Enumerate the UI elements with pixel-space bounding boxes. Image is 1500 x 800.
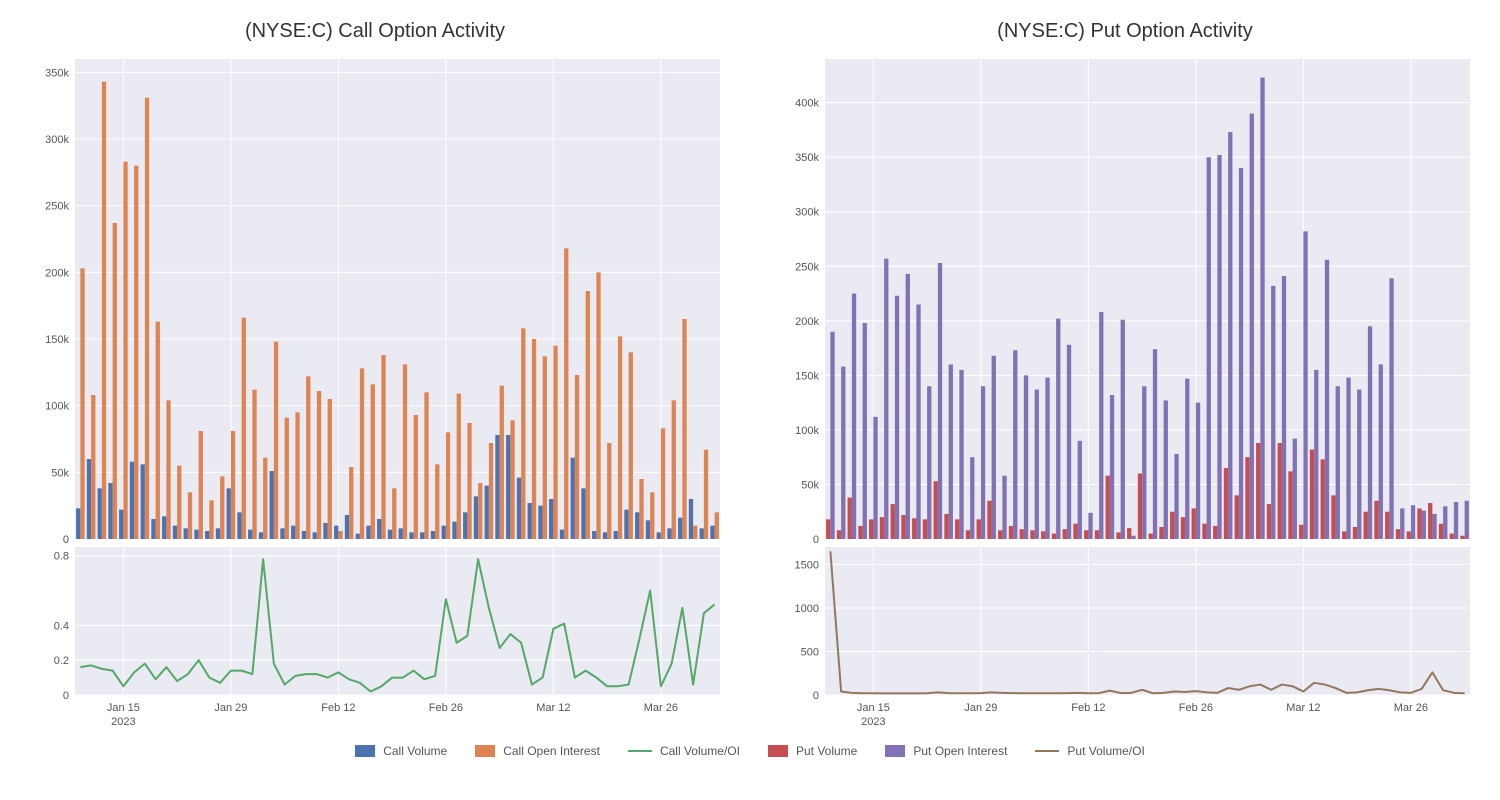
ytick-label: 150k	[795, 370, 819, 382]
xtick-label: Mar 26	[644, 702, 678, 714]
ytick-label: 100k	[45, 401, 69, 413]
ytick-label: 500	[801, 646, 819, 658]
ytick-label: 300k	[45, 134, 69, 146]
legend-line-icon	[1035, 750, 1059, 752]
xtick-label: Mar 26	[1394, 702, 1428, 714]
legend-item: Put Volume	[768, 744, 857, 758]
ytick-label: 250k	[45, 201, 69, 213]
legend-label: Put Volume	[796, 744, 857, 758]
xtick-label: Jan 15	[107, 702, 140, 714]
legend-item: Call Open Interest	[475, 744, 600, 758]
legend-line-icon	[628, 750, 652, 752]
ytick-label: 400k	[795, 98, 819, 110]
ytick-label: 200k	[795, 316, 819, 328]
left-panel-title: (NYSE:C) Call Option Activity	[20, 20, 730, 43]
left-plot-wrap: 0 50k 100k 150k 200k 250k 300k 350k 0 0.2 0.4 0.8 Ja…	[20, 51, 730, 736]
ytick-label: 0	[813, 534, 819, 546]
legend: Call Volume Call Open Interest Call Volume…	[20, 744, 1480, 758]
right-chart-svg: 0 50k 100k 150k 200k 250k 300k 350k 400k 0 500 1000…	[770, 51, 1480, 731]
legend-label: Call Open Interest	[503, 744, 600, 758]
page: (NYSE:C) Call Option Activity 0 50k 100k 15…	[0, 0, 1500, 800]
legend-swatch-icon	[475, 745, 495, 757]
legend-swatch-icon	[885, 745, 905, 757]
xtick-label: Mar 12	[536, 702, 570, 714]
legend-swatch-icon	[768, 745, 788, 757]
legend-item: Call Volume/OI	[628, 744, 740, 758]
xtick-label: Feb 26	[1179, 702, 1213, 714]
xtick-label: Feb 12	[1071, 702, 1105, 714]
xtick-label: Mar 12	[1286, 702, 1320, 714]
ytick-label: 50k	[51, 467, 69, 479]
xtick-label: Jan 15	[857, 702, 890, 714]
ytick-label: 300k	[795, 207, 819, 219]
x-year-label: 2023	[111, 716, 135, 728]
xtick-label: Jan 29	[214, 702, 247, 714]
ytick-label: 250k	[795, 261, 819, 273]
ytick-label: 0.4	[54, 620, 69, 632]
xtick-label: Feb 12	[321, 702, 355, 714]
legend-item: Call Volume	[355, 744, 447, 758]
legend-item: Put Open Interest	[885, 744, 1007, 758]
ytick-label: 0	[63, 534, 69, 546]
ytick-label: 350k	[45, 67, 69, 79]
legend-label: Put Volume/OI	[1067, 744, 1144, 758]
ytick-label: 1500	[795, 559, 819, 571]
legend-label: Call Volume	[383, 744, 447, 758]
ytick-label: 350k	[795, 152, 819, 164]
ytick-label: 0	[63, 690, 69, 702]
right-plot-wrap: 0 50k 100k 150k 200k 250k 300k 350k 400k 0 500 1000…	[770, 51, 1480, 736]
ytick-label: 50k	[801, 479, 819, 491]
right-panel: (NYSE:C) Put Option Activity 0 50k 100k 150…	[770, 20, 1480, 736]
panels-row: (NYSE:C) Call Option Activity 0 50k 100k 15…	[20, 20, 1480, 736]
xtick-label: Feb 26	[429, 702, 463, 714]
x-year-label: 2023	[861, 716, 885, 728]
legend-label: Put Open Interest	[913, 744, 1007, 758]
ytick-label: 0.2	[54, 655, 69, 667]
legend-item: Put Volume/OI	[1035, 744, 1144, 758]
left-chart-svg: 0 50k 100k 150k 200k 250k 300k 350k 0 0.2 0.4 0.8 Ja…	[20, 51, 730, 731]
legend-label: Call Volume/OI	[660, 744, 740, 758]
ytick-label: 1000	[795, 603, 819, 615]
left-panel: (NYSE:C) Call Option Activity 0 50k 100k 15…	[20, 20, 730, 736]
ytick-label: 0.8	[54, 551, 69, 563]
right-panel-title: (NYSE:C) Put Option Activity	[770, 20, 1480, 43]
legend-swatch-icon	[355, 745, 375, 757]
ytick-label: 0	[813, 690, 819, 702]
xtick-label: Jan 29	[964, 702, 997, 714]
ytick-label: 100k	[795, 425, 819, 437]
ytick-label: 200k	[45, 267, 69, 279]
ytick-label: 150k	[45, 334, 69, 346]
